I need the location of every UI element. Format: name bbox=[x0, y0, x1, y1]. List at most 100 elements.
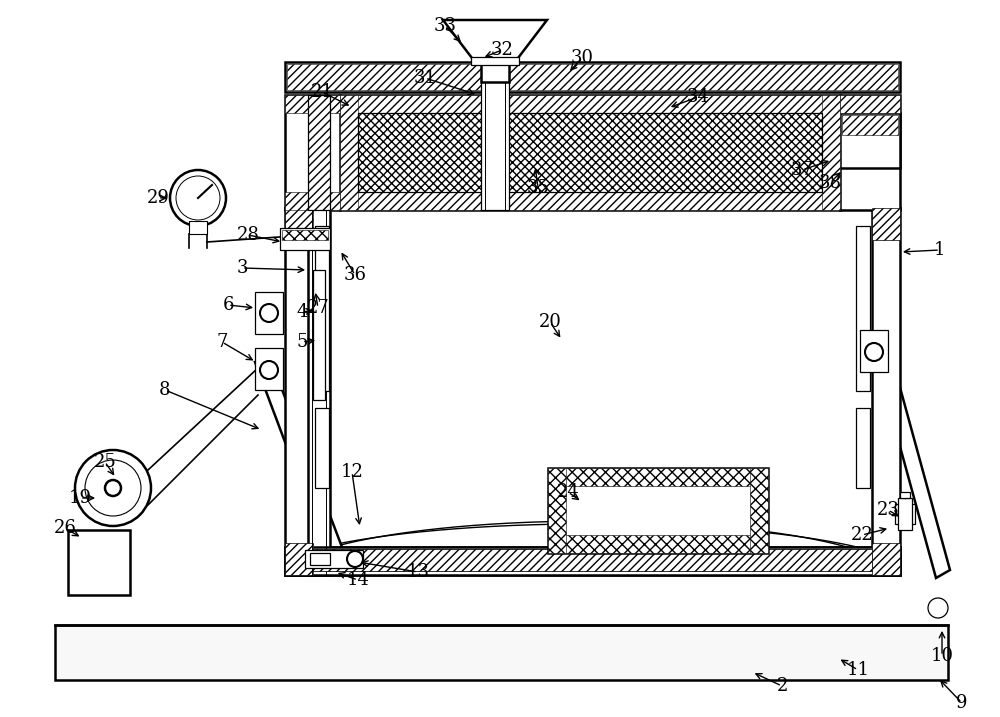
Bar bbox=[842, 115, 898, 135]
Bar bbox=[481, 62, 509, 82]
Bar bbox=[313, 270, 325, 400]
Bar bbox=[822, 95, 840, 210]
Bar bbox=[285, 192, 340, 210]
Text: 35: 35 bbox=[527, 179, 549, 197]
Bar bbox=[285, 95, 340, 210]
Text: 14: 14 bbox=[347, 571, 369, 589]
Text: 11: 11 bbox=[846, 661, 870, 679]
Bar bbox=[287, 64, 898, 90]
Circle shape bbox=[176, 176, 220, 220]
Bar bbox=[310, 553, 330, 565]
Bar bbox=[860, 330, 888, 372]
Bar bbox=[340, 95, 840, 113]
Bar bbox=[548, 468, 768, 553]
Bar bbox=[308, 95, 330, 210]
Circle shape bbox=[105, 480, 121, 496]
Bar bbox=[548, 468, 566, 553]
Text: 6: 6 bbox=[222, 296, 234, 314]
Bar bbox=[55, 625, 948, 680]
Bar bbox=[340, 95, 358, 210]
Text: 20: 20 bbox=[539, 313, 561, 331]
Bar bbox=[285, 208, 313, 575]
Text: 1: 1 bbox=[934, 241, 946, 259]
Bar bbox=[255, 348, 283, 390]
Text: 13: 13 bbox=[406, 563, 430, 581]
Bar bbox=[282, 230, 328, 240]
Text: 2: 2 bbox=[776, 677, 788, 695]
Bar bbox=[285, 547, 900, 575]
Circle shape bbox=[928, 598, 948, 618]
Bar bbox=[471, 57, 519, 65]
Bar bbox=[308, 208, 330, 575]
Text: 36: 36 bbox=[344, 266, 366, 284]
Bar bbox=[280, 228, 330, 250]
Text: 31: 31 bbox=[414, 69, 436, 87]
Bar bbox=[840, 95, 900, 113]
Bar bbox=[840, 95, 900, 210]
Bar bbox=[315, 226, 329, 391]
Text: 27: 27 bbox=[307, 299, 329, 317]
Bar bbox=[285, 62, 900, 92]
Bar bbox=[548, 468, 768, 486]
Text: 38: 38 bbox=[818, 174, 842, 192]
Bar bbox=[305, 550, 363, 568]
Bar bbox=[340, 95, 840, 210]
Bar bbox=[900, 492, 910, 498]
Bar bbox=[872, 208, 900, 575]
Bar bbox=[340, 192, 840, 210]
Polygon shape bbox=[443, 20, 547, 62]
Text: 9: 9 bbox=[956, 694, 968, 712]
Text: 8: 8 bbox=[159, 381, 171, 399]
Text: 28: 28 bbox=[237, 226, 259, 244]
Text: 21: 21 bbox=[311, 83, 333, 101]
Bar bbox=[872, 208, 900, 240]
Polygon shape bbox=[873, 340, 950, 578]
Circle shape bbox=[260, 304, 278, 322]
Bar bbox=[285, 95, 340, 113]
Bar bbox=[895, 504, 915, 524]
Bar bbox=[750, 468, 768, 553]
Bar bbox=[68, 530, 130, 595]
Bar bbox=[872, 543, 900, 575]
Circle shape bbox=[865, 343, 883, 361]
Text: 26: 26 bbox=[54, 519, 76, 537]
Bar bbox=[315, 408, 329, 488]
Text: 4: 4 bbox=[296, 303, 308, 321]
Circle shape bbox=[347, 551, 363, 567]
Circle shape bbox=[170, 170, 226, 226]
Circle shape bbox=[260, 361, 278, 379]
Bar bbox=[856, 226, 870, 391]
Bar bbox=[840, 113, 900, 168]
Circle shape bbox=[75, 450, 151, 526]
Text: 24: 24 bbox=[557, 483, 579, 501]
Bar bbox=[481, 80, 509, 210]
Text: 3: 3 bbox=[236, 259, 248, 277]
Bar bbox=[285, 543, 313, 575]
Text: 10: 10 bbox=[930, 647, 954, 665]
Bar bbox=[94, 480, 132, 508]
Text: 34: 34 bbox=[687, 88, 709, 106]
Bar bbox=[358, 113, 822, 192]
Text: 5: 5 bbox=[296, 333, 308, 351]
Bar bbox=[898, 498, 912, 530]
Text: 19: 19 bbox=[68, 489, 92, 507]
Polygon shape bbox=[255, 358, 345, 562]
Bar bbox=[313, 549, 872, 571]
Text: 22: 22 bbox=[851, 526, 873, 544]
Bar bbox=[313, 549, 872, 571]
Text: 25: 25 bbox=[94, 453, 116, 471]
Bar bbox=[255, 292, 283, 334]
Text: 32: 32 bbox=[491, 41, 513, 59]
Bar bbox=[856, 408, 870, 488]
Text: 33: 33 bbox=[434, 17, 456, 35]
Text: 29: 29 bbox=[147, 189, 169, 207]
Bar bbox=[285, 208, 313, 240]
Text: 12: 12 bbox=[341, 463, 363, 481]
Text: 30: 30 bbox=[570, 49, 594, 67]
Bar bbox=[548, 535, 768, 553]
Bar bbox=[285, 547, 900, 575]
Text: 7: 7 bbox=[216, 333, 228, 351]
Text: 23: 23 bbox=[877, 501, 899, 519]
Circle shape bbox=[85, 460, 141, 516]
Text: 37: 37 bbox=[791, 161, 813, 179]
